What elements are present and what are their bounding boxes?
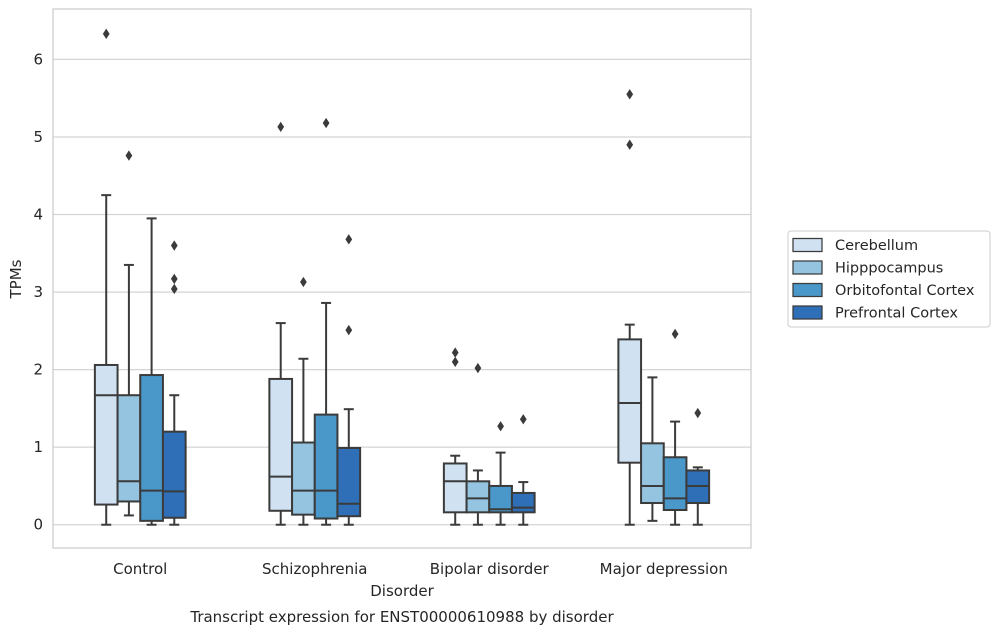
box-1-3 <box>336 234 362 526</box>
y-tick-label: 1 <box>33 438 43 456</box>
box-3-0 <box>617 89 643 526</box>
outlier-point <box>519 414 527 425</box>
y-tick-label: 0 <box>33 516 43 534</box>
box-0-1 <box>116 150 142 517</box>
box-2-3 <box>510 414 536 526</box>
legend-swatch <box>792 237 823 253</box>
x-tick-label: Schizophrenia <box>262 560 367 578</box>
outlier-point <box>626 89 634 100</box>
y-tick-labels: 0 1 2 3 4 5 6 <box>33 50 43 533</box>
outlier-point <box>170 273 178 285</box>
outlier-point <box>474 362 482 374</box>
box-0-3 <box>161 240 187 526</box>
outlier-point <box>322 117 330 129</box>
box-1-1 <box>291 276 316 526</box>
outlier-point <box>671 328 679 340</box>
box-body <box>291 441 316 516</box>
box-body <box>313 413 339 520</box>
outlier-point <box>300 276 307 288</box>
outlier-point <box>345 234 353 245</box>
x-tick-label: Control <box>113 560 167 578</box>
legend: Cerebellum Hipppocampus Orbitofontal Corte… <box>787 230 991 328</box>
outlier-point <box>102 28 110 39</box>
outlier-point <box>277 121 285 133</box>
legend-items: Cerebellum Hipppocampus Orbitofontal Corte… <box>792 237 975 322</box>
box-body <box>662 456 688 511</box>
legend-label: Prefrontal Cortex <box>835 306 958 322</box>
y-axis-label: TPMs <box>7 259 25 299</box>
y-tick-label: 4 <box>33 206 43 224</box>
outlier-point <box>125 150 133 161</box>
x-tick-label: Major depression <box>600 560 728 578</box>
y-tick-label: 6 <box>33 50 43 68</box>
box-0-0 <box>93 28 119 526</box>
outlier-point <box>170 240 178 251</box>
box-body <box>139 374 164 522</box>
outlier-point <box>626 139 634 150</box>
box-body <box>442 462 468 514</box>
outlier-point <box>345 324 353 336</box>
legend-label: Hipppocampus <box>835 261 943 277</box>
outlier-point <box>170 283 178 295</box>
box-body <box>93 363 119 506</box>
box-2-2 <box>488 421 513 526</box>
box-1-2 <box>313 117 339 526</box>
x-axis-label: Disorder <box>370 582 434 600</box>
box-3-3 <box>685 407 711 526</box>
box-2-0 <box>442 347 468 526</box>
box-body <box>640 442 665 505</box>
outlier-point <box>451 356 459 368</box>
box-2-1 <box>465 362 491 526</box>
box-3-2 <box>662 328 688 526</box>
x-tick-labels: Control Schizophrenia Bipolar disorder Majo… <box>113 560 728 578</box>
outlier-point <box>451 347 459 358</box>
x-tick-label: Bipolar disorder <box>430 560 550 578</box>
y-tick-label: 3 <box>33 283 43 301</box>
box-1-0 <box>268 121 294 526</box>
chart-caption: Transcript expression for ENST0000061098… <box>189 608 614 626</box>
box-body <box>465 480 491 514</box>
legend-frame <box>787 230 991 328</box>
box-body <box>336 446 362 518</box>
y-tick-label: 2 <box>33 361 43 379</box>
legend-swatch <box>792 305 823 320</box>
box-3-1 <box>640 376 665 522</box>
y-tick-label: 5 <box>33 128 43 146</box>
legend-swatch <box>792 282 823 298</box>
legend-swatch <box>792 260 823 275</box>
boxes <box>93 28 711 526</box>
box-body <box>161 430 187 519</box>
box-body <box>268 377 294 512</box>
legend-label: Cerebellum <box>835 238 918 254</box>
legend-label: Orbitofontal Cortex <box>835 283 975 299</box>
box-body <box>617 338 643 464</box>
box-body <box>116 394 142 503</box>
box-0-2 <box>139 217 164 526</box>
outlier-point <box>694 407 702 419</box>
outlier-point <box>497 421 504 432</box>
plot-frame <box>52 8 752 549</box>
box-body <box>510 491 536 514</box>
